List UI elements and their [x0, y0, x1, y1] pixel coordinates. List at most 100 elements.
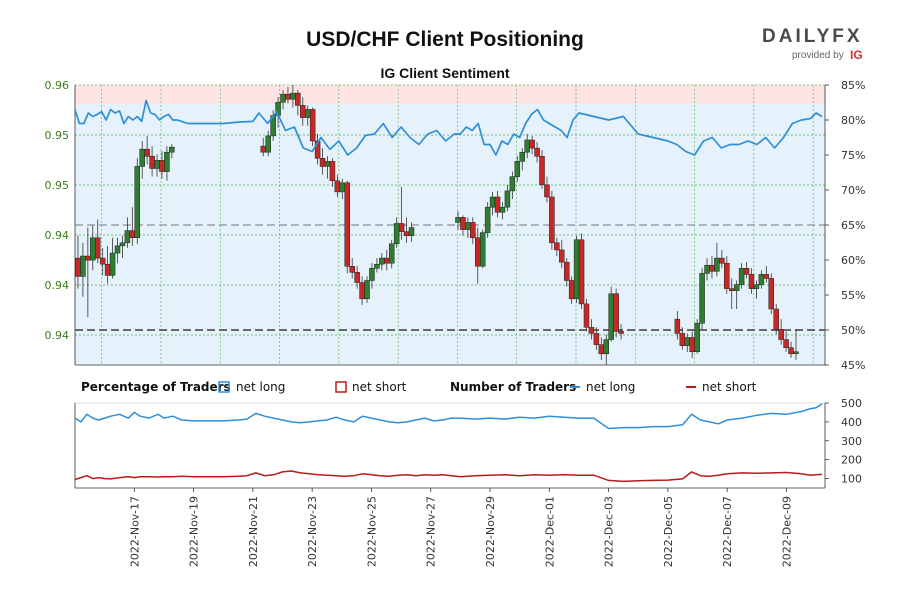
candle-body	[529, 139, 535, 149]
candle-body	[154, 160, 160, 169]
candle	[119, 235, 126, 259]
candle	[94, 219, 101, 264]
candle-body	[384, 257, 390, 264]
candle	[733, 280, 740, 309]
candle	[603, 334, 610, 365]
traders-tick-label: 300	[841, 435, 862, 448]
candle-body	[304, 109, 311, 118]
candle-body	[563, 261, 570, 281]
net-long-traders-line	[74, 403, 823, 430]
x-tick-label: 2022-Nov-23	[306, 496, 319, 567]
candle-body	[359, 282, 365, 300]
candle-body	[489, 196, 496, 208]
legend-number-title: Number of Traders	[450, 380, 576, 394]
candle-body	[159, 160, 165, 172]
candle	[499, 202, 506, 220]
candle	[144, 135, 150, 165]
candle	[479, 229, 486, 269]
candle-body	[479, 232, 486, 267]
price-tick-label: 0.95	[45, 129, 70, 142]
candle	[793, 329, 799, 360]
candle	[109, 237, 116, 279]
candle-body	[403, 231, 410, 236]
sentiment-tick-label: 45%	[841, 359, 865, 372]
legend-net-long-num: net long	[586, 380, 635, 394]
candle-body	[265, 135, 271, 153]
candle	[344, 180, 350, 274]
candle	[694, 319, 700, 354]
candle	[408, 222, 415, 242]
candle	[768, 273, 775, 315]
candle-body	[455, 217, 461, 223]
chart-subtitle: IG Client Sentiment	[380, 65, 509, 81]
candle-body	[388, 243, 395, 264]
candle-body	[329, 161, 336, 181]
legend-net-short-num: net short	[702, 380, 757, 394]
x-tick-label: 2022-Nov-25	[365, 496, 378, 567]
candle	[758, 270, 765, 289]
candle-body	[758, 274, 765, 285]
candle-body	[524, 139, 530, 153]
candle	[618, 324, 624, 340]
x-axis: 2022-Nov-17 2022-Nov-19 2022-Nov-21 2022-No…	[128, 488, 793, 567]
legend: Percentage of Traders net long net short Nu…	[81, 380, 757, 394]
candle-body	[285, 93, 291, 100]
price-tick-label: 0.94	[45, 229, 70, 242]
x-tick-label: 2022-Dec-03	[603, 496, 616, 567]
chart-title: USD/CHF Client Positioning	[306, 28, 584, 51]
candle-body	[694, 323, 700, 353]
candle	[329, 158, 336, 187]
candle-body	[763, 274, 770, 279]
legend-percentage-title: Percentage of Traders	[81, 380, 231, 394]
candle-body	[549, 196, 555, 244]
candle-body	[583, 303, 590, 328]
candle	[470, 217, 476, 244]
price-panel: 0.96 0.95 0.95 0.94 0.94 0.94 85% 80% 75% 70% 65% 6…	[45, 79, 866, 372]
candle	[539, 150, 545, 189]
candle-body	[753, 284, 760, 289]
x-tick-label: 2022-Nov-17	[128, 496, 141, 567]
x-tick-label: 2022-Dec-05	[662, 496, 675, 567]
candle	[549, 190, 555, 250]
price-tick-label: 0.95	[45, 179, 70, 192]
sentiment-tick-label: 65%	[841, 219, 865, 232]
candle-body	[608, 293, 614, 340]
candle-body	[94, 237, 101, 259]
legend-short-swatch	[335, 381, 347, 393]
candle	[778, 319, 784, 345]
candle-body	[104, 263, 111, 276]
candle-body	[679, 333, 686, 346]
candle	[265, 130, 271, 157]
candle-body	[334, 180, 341, 193]
candle-body	[80, 255, 86, 277]
traders-tick-label: 200	[841, 454, 862, 467]
short-sentiment-zone	[75, 85, 825, 104]
candle	[719, 249, 725, 269]
candle-body	[164, 151, 170, 172]
candle	[314, 133, 321, 165]
candle-body	[379, 257, 385, 265]
candle-body	[519, 151, 525, 162]
x-tick-label: 2022-Nov-21	[247, 496, 260, 567]
candle-body	[134, 166, 141, 238]
candle-body	[75, 257, 81, 277]
candle	[364, 276, 370, 303]
candle	[519, 148, 525, 171]
sentiment-tick-label: 75%	[841, 149, 865, 162]
traders-tick-label: 400	[841, 416, 862, 429]
candle	[559, 239, 565, 269]
candle-body	[768, 278, 775, 310]
brand-partner: IG	[850, 48, 863, 62]
candle	[773, 303, 779, 335]
traders-panel: 500 400 300 200 100	[74, 397, 862, 489]
candle-body	[539, 156, 545, 186]
candle-body	[588, 327, 595, 334]
candle	[608, 286, 614, 342]
candle	[349, 258, 355, 279]
candle	[169, 144, 175, 159]
candle-body	[724, 262, 730, 289]
candle-body	[260, 145, 266, 153]
candle	[674, 311, 681, 340]
candle-body	[509, 176, 516, 192]
candle	[99, 247, 106, 276]
